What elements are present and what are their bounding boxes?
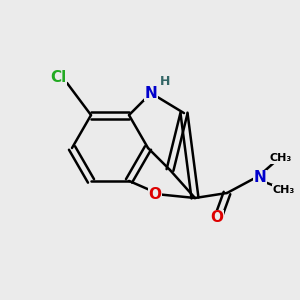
Text: CH₃: CH₃	[273, 185, 295, 195]
Text: N: N	[254, 170, 266, 185]
Text: Cl: Cl	[50, 70, 66, 86]
Text: N: N	[145, 85, 158, 100]
Text: H: H	[160, 75, 170, 88]
Text: CH₃: CH₃	[270, 153, 292, 163]
Text: O: O	[211, 211, 224, 226]
Text: O: O	[148, 187, 161, 202]
